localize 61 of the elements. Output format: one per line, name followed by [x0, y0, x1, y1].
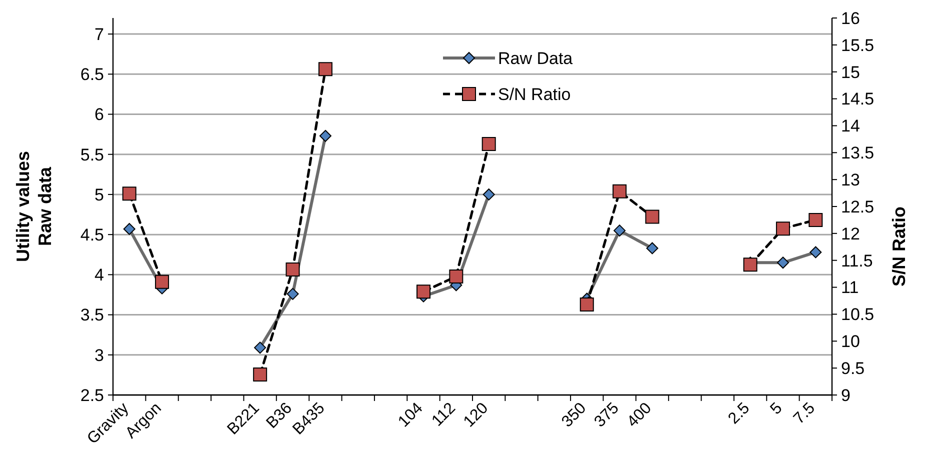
y2-tick-label: 10.5 [841, 305, 874, 324]
y2-tick-label: 9.5 [841, 359, 865, 378]
y2-tick-label: 12.5 [841, 197, 874, 216]
point [318, 62, 332, 76]
y2-tick-label: 11.5 [841, 251, 873, 270]
x-tick-label: 120 [460, 400, 492, 431]
y2-tick-label: 9 [841, 386, 850, 405]
y-axis-title: Utility values Raw data [13, 150, 55, 262]
y2-tick-label: 10 [841, 332, 860, 352]
y-tick-label: 5 [94, 185, 104, 204]
y2-axis-title: S/N Ratio [889, 206, 909, 287]
point [612, 184, 627, 198]
point [123, 222, 136, 235]
point [808, 212, 823, 227]
y2-tick-label: 15.5 [841, 36, 874, 55]
point [286, 262, 300, 277]
x-tick-label: 104 [395, 400, 426, 431]
x-tick-label: 2.5 [725, 400, 754, 428]
y-tick-label: 3 [94, 346, 104, 365]
point [580, 298, 594, 312]
y2-tick-label: 12 [841, 224, 860, 244]
y-tick-label: 7 [94, 24, 104, 44]
y-tick-label: 5.5 [80, 145, 104, 164]
point [449, 270, 464, 284]
point [646, 242, 658, 254]
y-tick-label: 3.5 [80, 306, 104, 325]
y2-tick-label: 15 [841, 62, 860, 82]
point [319, 130, 332, 142]
y-tick-label: 2.5 [80, 386, 104, 405]
point [614, 224, 626, 237]
point [254, 342, 266, 354]
point [743, 258, 758, 272]
y2-tick-label: 14.5 [841, 90, 874, 109]
point [810, 246, 822, 258]
point [776, 256, 789, 269]
point [776, 222, 790, 236]
point [482, 188, 495, 200]
y2-tick-label: 16 [841, 8, 860, 28]
y-tick-label: 4 [94, 266, 104, 285]
x-tick-label: 350 [558, 400, 590, 431]
point [122, 186, 136, 201]
x-tick-label: 5 [767, 400, 786, 418]
point [482, 137, 496, 152]
legend-label: Raw Data [498, 48, 574, 68]
point [286, 288, 299, 300]
y-tick-label: 6 [94, 105, 104, 124]
x-tick-label: 375 [591, 400, 622, 431]
point [645, 210, 660, 224]
y2-tick-label: 11 [841, 278, 859, 298]
y2-tick-label: 13.5 [841, 144, 874, 163]
point [253, 368, 268, 382]
y-tick-label: 6.5 [80, 65, 104, 84]
legend-label: S/N Ratio [498, 84, 571, 104]
x-tick-label: 7.5 [790, 400, 819, 428]
x-tick-label: 112 [428, 400, 460, 430]
y2-tick-label: 14 [841, 116, 860, 136]
point [416, 284, 430, 299]
x-tick-label: 400 [624, 400, 656, 431]
y-tick-label: 4.5 [80, 226, 104, 245]
point [155, 274, 170, 289]
y2-tick-label: 13 [841, 170, 860, 190]
